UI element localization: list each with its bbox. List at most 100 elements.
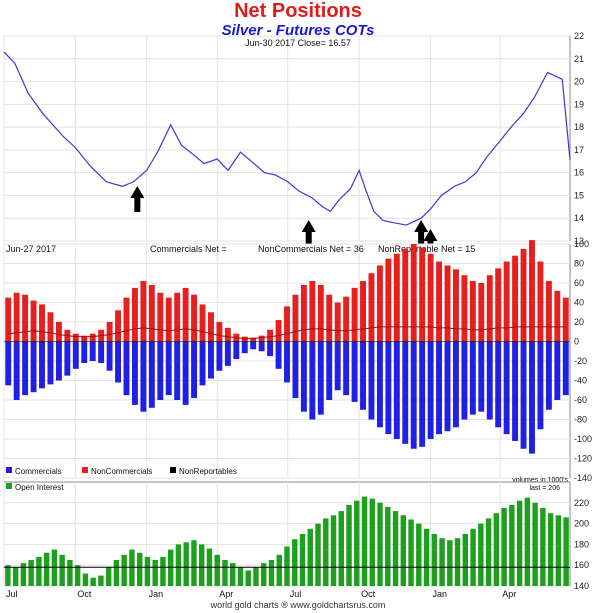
commercials-bar (393, 341, 400, 439)
legend-swatch (6, 467, 12, 473)
oi-bar (509, 504, 515, 586)
price-tick-label: 22 (574, 31, 584, 41)
commercials-bar (115, 341, 122, 383)
noncommercials-bar (55, 322, 62, 342)
oi-bar (315, 523, 321, 586)
commercials-bar (5, 341, 12, 386)
commercials-bar (199, 341, 206, 386)
positions-tick-label: 0 (574, 337, 579, 347)
x-tick-label: Apr (219, 589, 233, 599)
commercials-bar (233, 341, 240, 360)
oi-bar (346, 504, 352, 586)
commercials-bar (427, 341, 434, 439)
price-close-label: Jun-30 2017 Close= 16.57 (245, 38, 351, 48)
commercials-bar (419, 341, 426, 447)
x-tick-label: Jul (290, 589, 302, 599)
oi-bar (20, 563, 27, 586)
price-tick-label: 19 (574, 99, 584, 109)
commercials-bar (529, 341, 535, 454)
noncommercials-bar (529, 240, 535, 342)
noncommercials-bar (486, 275, 493, 342)
oi-bar (12, 567, 19, 586)
oi-bar (547, 513, 554, 586)
oi-last-label: last = 206 (529, 485, 560, 492)
noncommercials-bar (115, 310, 122, 342)
commercials-bar (182, 341, 189, 405)
oi-bar (5, 565, 11, 586)
commercials-bar (208, 341, 214, 379)
noncommercials-bar (148, 284, 155, 342)
oi-bar (323, 518, 329, 586)
commercials-bar (98, 341, 105, 363)
oi-bar (454, 538, 461, 586)
oi-bar (284, 546, 290, 586)
up-arrow-icon (423, 229, 438, 255)
positions-tick-label: -20 (574, 356, 587, 366)
noncommercials-bar (419, 247, 426, 342)
commercials-bar (309, 341, 316, 420)
noncommercials-bar (452, 269, 459, 342)
noncommercials-bar (47, 312, 54, 342)
up-arrow-icon (130, 186, 145, 212)
commercials-bar (131, 341, 138, 405)
oi-bar (408, 519, 414, 586)
noncommercials-bar (478, 283, 485, 342)
oi-bar (67, 560, 73, 586)
oi-bar (385, 506, 391, 586)
oi-bar (105, 567, 112, 586)
oi-bar (377, 502, 383, 586)
noncommercials-bar (13, 292, 20, 342)
noncommercials-bar (157, 292, 164, 342)
commercials-bar (174, 341, 181, 400)
noncommercials-bar (495, 268, 502, 342)
commercials-bar (554, 341, 561, 400)
units-note: volumes in 1000's (512, 477, 568, 484)
commercials-bar (39, 341, 45, 389)
chart-title: Net Positions (234, 0, 362, 22)
legend-label: NonReportables (179, 467, 237, 476)
commercials-bar (402, 341, 409, 444)
commercials-bar (22, 341, 29, 396)
noncommercials-bar (385, 258, 392, 342)
positions-tick-label: 100 (574, 239, 589, 249)
legend-swatch (170, 467, 176, 473)
noncommercials-bar (123, 297, 130, 342)
noncommercials-bar (182, 287, 189, 342)
commercials-bar (376, 341, 383, 428)
oi-legend-label: Open Interest (15, 483, 64, 492)
noncommercials-bar (512, 255, 519, 342)
commercials-bar (216, 341, 223, 371)
commercials-bar (267, 341, 274, 357)
oi-bar (516, 500, 523, 586)
oi-bar (501, 508, 507, 586)
oi-bar (129, 549, 135, 586)
oi-bar (338, 511, 344, 586)
oi-bar (268, 560, 275, 586)
noncommercials-bar (30, 300, 37, 342)
commercials-bar (123, 341, 130, 396)
oi-bar (36, 556, 42, 586)
oi-bar (369, 498, 376, 586)
noncommercials-bar (520, 248, 527, 342)
price-tick-label: 18 (574, 122, 584, 132)
price-frame (3, 35, 571, 242)
commercials-bar (72, 341, 79, 369)
oi-bar (307, 528, 313, 586)
oi-bar (113, 560, 120, 586)
commercials-bar (343, 341, 350, 396)
noncommercials-bar (461, 275, 468, 342)
commercials-bar (334, 341, 341, 391)
commercials-bar (106, 341, 113, 371)
noncommercials-bar (410, 244, 417, 342)
noncommercials-bar (131, 287, 138, 342)
noncommercials-bar (309, 281, 316, 342)
oi-bar (361, 496, 368, 586)
commercials-bar (461, 341, 468, 420)
noncommercials-bar (537, 261, 544, 342)
positions-net-label: Commercials Net = (150, 244, 227, 254)
noncommercials-bar (208, 312, 214, 342)
oi-bar (222, 560, 228, 586)
oi-bar (470, 528, 476, 586)
commercials-bar (140, 341, 147, 412)
positions-date-label: Jun-27 2017 (6, 244, 56, 254)
